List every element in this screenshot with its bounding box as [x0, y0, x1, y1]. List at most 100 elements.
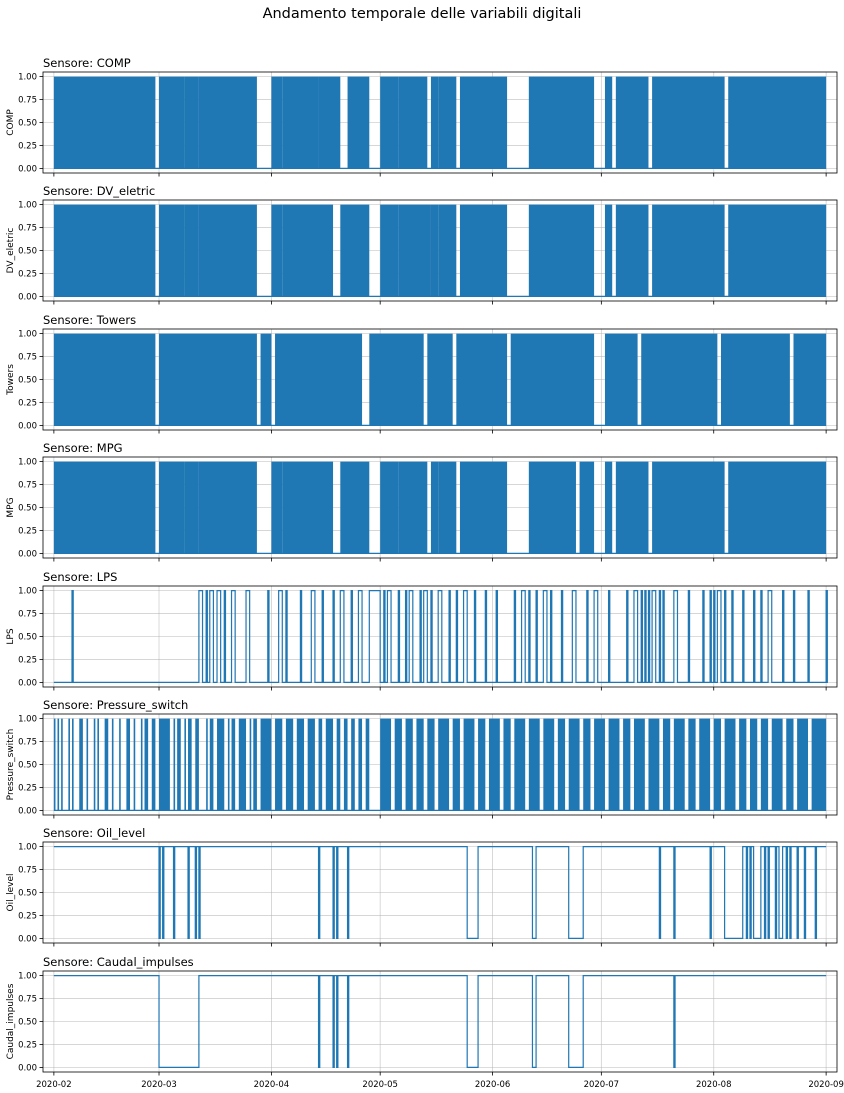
series-segment	[579, 461, 595, 554]
series-segment	[231, 718, 236, 811]
series-segment	[724, 718, 736, 811]
series-segment	[438, 76, 457, 169]
series-segment	[249, 718, 252, 811]
y-tick-label: 1.00	[18, 587, 37, 597]
series-segment	[206, 718, 208, 811]
series-segment	[275, 333, 363, 426]
x-tick-label: 2020-05	[362, 1080, 398, 1090]
subplot-0: Sensore: COMP COMP 0.00 0.25 0.50 0.75 1.00	[6, 56, 838, 177]
y-tick-label: 0.75	[18, 481, 37, 491]
series-segment	[159, 333, 257, 426]
series-segment	[641, 333, 718, 426]
series-segment	[198, 204, 257, 297]
series-segment	[459, 204, 508, 297]
y-tick-label: 0.50	[18, 376, 37, 386]
series-segment	[188, 718, 192, 811]
axes-frame	[42, 841, 838, 944]
y-tick-label: 0.00	[18, 292, 37, 302]
series-segment	[253, 718, 257, 811]
series-segment	[608, 718, 620, 811]
series-segment	[260, 718, 272, 811]
series-segment	[739, 718, 747, 811]
series-segment	[318, 76, 341, 169]
subplot-6: Sensore: Oil_level Oil_level 0.00 0.25 0.50 0…	[6, 826, 838, 947]
y-tick-label: 0.75	[18, 96, 37, 106]
y-tick-label: 0.00	[18, 1063, 37, 1073]
series-segment	[503, 718, 511, 811]
series-segment	[86, 718, 89, 811]
series-segment	[209, 718, 214, 811]
series-segment	[53, 333, 156, 426]
series-segment	[615, 76, 649, 169]
subplot-panels: Sensore: COMPCOMP0.000.250.500.751.00Sen…	[6, 56, 844, 1090]
series-segment	[380, 76, 399, 169]
x-tick-label: 2020-03	[141, 1080, 177, 1090]
series-segment	[275, 718, 283, 811]
series-segment	[728, 461, 827, 554]
subplot-7: Sensore: Caudal_impulses Caudal_impulses0…	[6, 955, 844, 1090]
series-segment	[510, 333, 595, 426]
series-segment	[405, 718, 413, 811]
y-tick-label: 1.00	[18, 73, 37, 83]
series-segment	[260, 333, 272, 426]
y-tick-label: 0.50	[18, 247, 37, 257]
subplot-title: Sensore: Pressure_switch	[43, 698, 188, 712]
series-segment	[318, 718, 323, 811]
series-segment	[720, 333, 790, 426]
y-tick-label: 0.25	[18, 141, 37, 151]
subplot-4: Sensore: LPS LPS 0.00 0.25 0.50 0.75 1.00	[6, 570, 838, 691]
series-segment	[177, 718, 181, 811]
series-segment	[749, 718, 758, 811]
y-axis-label: Caudal_impulses	[6, 983, 16, 1059]
series-segment	[452, 718, 460, 811]
axes-frame	[42, 456, 838, 559]
series-segment	[604, 461, 613, 554]
series-segment	[119, 718, 121, 811]
x-tick-label: 2020-02	[36, 1080, 72, 1090]
axes-frame	[42, 713, 838, 816]
series-segment	[380, 204, 399, 297]
subplot-3: Sensore: MPG MPG 0.00 0.25 0.50 0.75 1.00	[6, 441, 838, 562]
y-tick-label: 0.75	[18, 866, 37, 876]
series-segment	[296, 718, 305, 811]
series-segment	[68, 718, 70, 811]
series-segment	[380, 461, 399, 554]
series-segment	[217, 718, 225, 811]
y-tick-label: 0.50	[18, 119, 37, 129]
series-segment	[57, 718, 60, 811]
series-segment	[184, 204, 199, 297]
series-segment	[583, 718, 591, 811]
series-segment	[365, 718, 370, 811]
series-segment	[662, 718, 671, 811]
series-segment	[184, 718, 186, 811]
series-segment	[430, 76, 439, 169]
series-segment	[198, 76, 257, 169]
y-tick-label: 0.00	[18, 421, 37, 431]
y-tick-label: 1.00	[18, 201, 37, 211]
series-segment	[159, 204, 185, 297]
series-segment	[184, 76, 199, 169]
y-axis-label: COMP	[6, 109, 16, 136]
axes-frame	[42, 199, 838, 302]
series-segment	[760, 718, 769, 811]
series-segment	[133, 718, 136, 811]
series-segment	[528, 76, 595, 169]
subplot-title: Sensore: Oil_level	[43, 826, 145, 840]
series-segment	[652, 76, 725, 169]
series-segment	[104, 718, 109, 811]
series-segment	[282, 76, 319, 169]
series-segment	[347, 76, 370, 169]
series-segment	[340, 204, 370, 297]
series-segment	[325, 718, 334, 811]
subplot-5: Sensore: Pressure_switch Pressure_switch0…	[6, 698, 838, 819]
series-segment	[438, 204, 457, 297]
series-segment	[438, 718, 450, 811]
y-tick-label: 0.25	[18, 526, 37, 536]
subplot-title: Sensore: MPG	[43, 441, 123, 455]
axes-frame	[42, 585, 838, 688]
series-segment	[398, 204, 431, 297]
series-segment	[336, 718, 341, 811]
series-segment	[351, 718, 355, 811]
series-segment	[543, 718, 555, 811]
series-segment	[282, 204, 334, 297]
